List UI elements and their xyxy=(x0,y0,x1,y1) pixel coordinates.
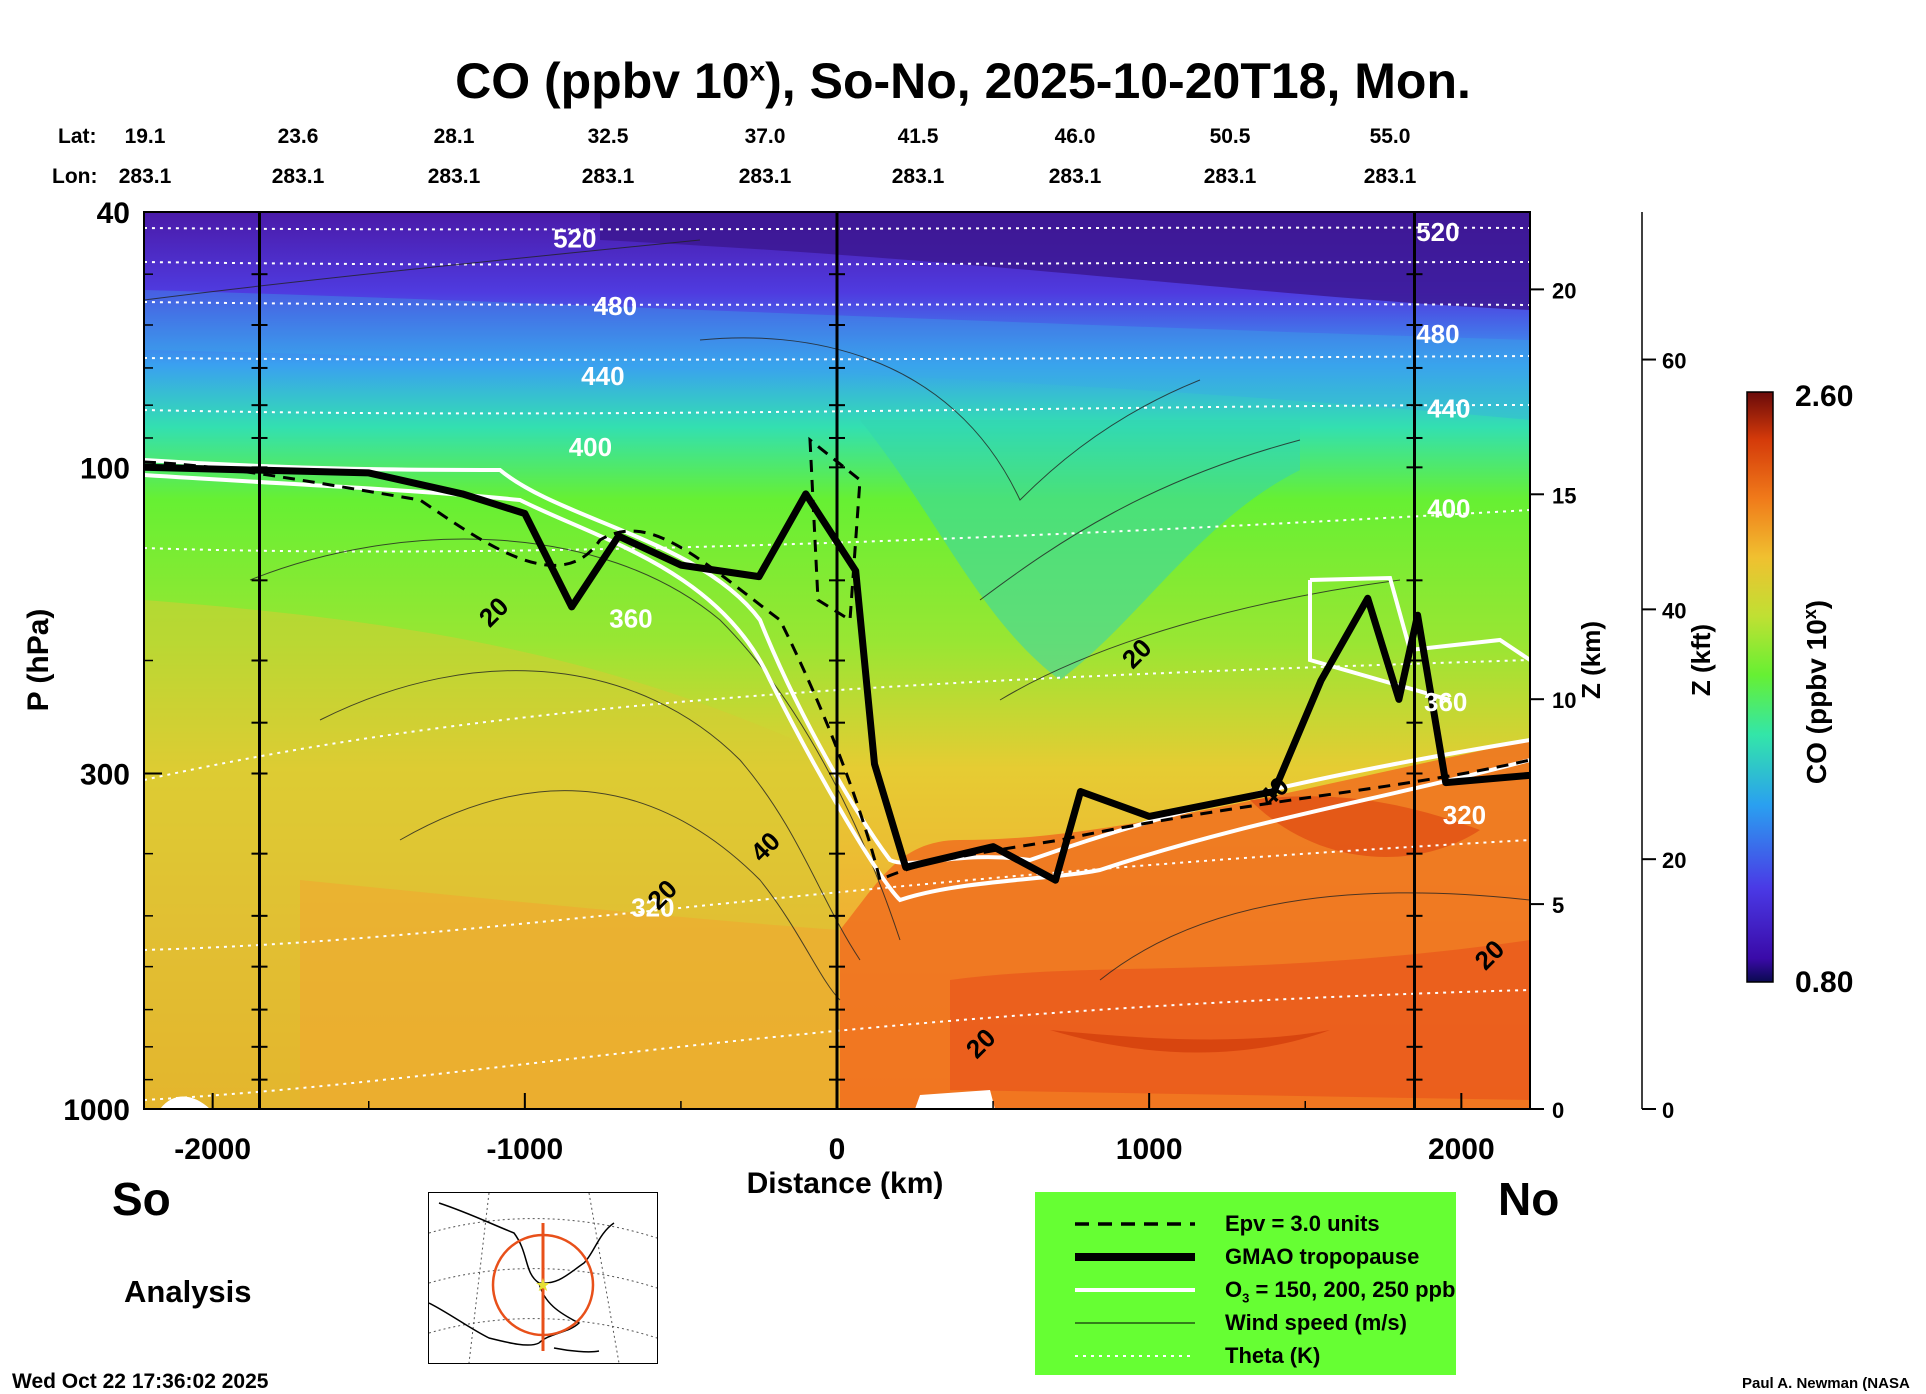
wind-contours xyxy=(144,239,1530,1001)
x-tick-label: 0 xyxy=(829,1133,846,1166)
lat-value: 19.1 xyxy=(124,125,166,148)
theta-label: 440 xyxy=(581,361,624,391)
zkm-tick-label: 10 xyxy=(1552,688,1576,713)
x-tick-label: -1000 xyxy=(486,1133,563,1166)
theta-label: 480 xyxy=(1416,319,1459,349)
legend-wind: Wind speed (m/s) xyxy=(1075,1310,1407,1335)
theta-label: 360 xyxy=(1424,687,1467,717)
legend-epv: Epv = 3.0 units xyxy=(1075,1211,1380,1236)
zkft-axis-title: Z (kft) xyxy=(1686,624,1716,696)
x-tick-label: 2000 xyxy=(1428,1133,1495,1166)
zkm-tick-label: 20 xyxy=(1552,278,1576,303)
lon-value: 283.1 xyxy=(427,165,481,188)
zkft-tick-label: 60 xyxy=(1662,349,1686,374)
zkft-tick-label: 40 xyxy=(1662,598,1686,623)
zkm-tick-label: 15 xyxy=(1552,483,1576,508)
theta-labels: 520 480 440 400 360 320 520 480 440 400 360 320 xyxy=(553,217,1486,922)
south-label: So xyxy=(112,1173,171,1225)
y-tick-label: 1000 xyxy=(63,1094,130,1127)
x-axis-title: Distance (km) xyxy=(747,1167,944,1200)
legend-theta: Theta (K) xyxy=(1075,1343,1321,1368)
lon-value: 283.1 xyxy=(738,165,792,188)
colorbar-max-label: 2.60 xyxy=(1795,380,1853,413)
theta-label: 440 xyxy=(1427,394,1470,424)
zkm-axis-title: Z (km) xyxy=(1576,621,1606,699)
x-tick-label: -2000 xyxy=(174,1133,251,1166)
north-label: No xyxy=(1498,1173,1560,1225)
lat-value: 46.0 xyxy=(1054,125,1096,148)
timestamp: Wed Oct 22 17:36:02 2025 xyxy=(12,1370,269,1393)
lat-value: 32.5 xyxy=(587,125,629,148)
lat-value: 28.1 xyxy=(433,125,475,148)
lat-value: 41.5 xyxy=(897,125,939,148)
lon-value: 283.1 xyxy=(891,165,945,188)
x-tick-label: 1000 xyxy=(1116,1133,1183,1166)
lon-value: 283.1 xyxy=(271,165,325,188)
lon-label: Lon: xyxy=(52,165,98,188)
lon-value: 283.1 xyxy=(1048,165,1102,188)
lon-value: 283.1 xyxy=(1363,165,1417,188)
theta-label: 360 xyxy=(609,603,652,633)
colorbar-title: CO (ppbv 10x) xyxy=(1800,600,1832,784)
lon-value: 283.1 xyxy=(1203,165,1257,188)
chart-title: CO (ppbv 10x), So-No, 2025-10-20T18, Mon… xyxy=(455,53,1471,109)
theta-label: 320 xyxy=(1443,800,1486,830)
lat-value: 23.6 xyxy=(277,125,319,148)
tropopause-line xyxy=(144,463,1530,884)
zkft-tick-label: 20 xyxy=(1662,848,1686,873)
lat-value: 50.5 xyxy=(1209,125,1251,148)
lat-value: 55.0 xyxy=(1369,125,1411,148)
center-star-icon: ★ xyxy=(535,1275,551,1295)
theta-label: 400 xyxy=(1427,494,1470,524)
colorbar-min-label: 0.80 xyxy=(1795,966,1853,999)
theta-label: 480 xyxy=(594,291,637,321)
lat-label: Lat: xyxy=(58,125,97,148)
inset-map: ★ xyxy=(428,1192,658,1364)
zkm-tick-label: 5 xyxy=(1552,893,1564,918)
map-drawing: ★ xyxy=(428,1192,658,1364)
y-tick-label: 40 xyxy=(97,197,130,230)
z-kft-axis: 0 20 40 60 xyxy=(1641,212,1686,1123)
coastlines xyxy=(428,1202,615,1353)
y-axis-title: P (hPa) xyxy=(22,609,55,712)
credit: Paul A. Newman (NASA xyxy=(1742,1375,1910,1392)
zkm-tick-label: 0 xyxy=(1552,1098,1564,1123)
legend: Epv = 3.0 units GMAO tropopause O3 = 150… xyxy=(1035,1192,1456,1375)
theta-label: 400 xyxy=(569,432,612,462)
legend-tropopause: GMAO tropopause xyxy=(1075,1244,1420,1269)
y-tick-label: 300 xyxy=(80,758,130,791)
theta-label: 520 xyxy=(553,224,596,254)
theta-contours xyxy=(144,226,1530,1101)
theta-label: 320 xyxy=(631,892,674,922)
legend-ozone: O3 = 150, 200, 250 ppb xyxy=(1075,1277,1456,1306)
analysis-label: Analysis xyxy=(124,1274,252,1309)
epv-contour xyxy=(144,436,1530,883)
y-tick-label: 100 xyxy=(80,452,130,485)
reference-lines xyxy=(251,212,1423,1109)
lat-value: 37.0 xyxy=(744,125,786,148)
colorbar xyxy=(1746,391,1774,983)
x-axis: -2000 -1000 0 1000 2000 xyxy=(174,1093,1495,1166)
z-km-axis: 0 5 10 15 20 xyxy=(1530,278,1576,1123)
lon-value: 283.1 xyxy=(581,165,635,188)
theta-label: 520 xyxy=(1416,217,1459,247)
lon-value: 283.1 xyxy=(118,165,172,188)
zkft-tick-label: 0 xyxy=(1662,1098,1674,1123)
y-axis: 40 100 300 1000 xyxy=(63,197,162,1127)
